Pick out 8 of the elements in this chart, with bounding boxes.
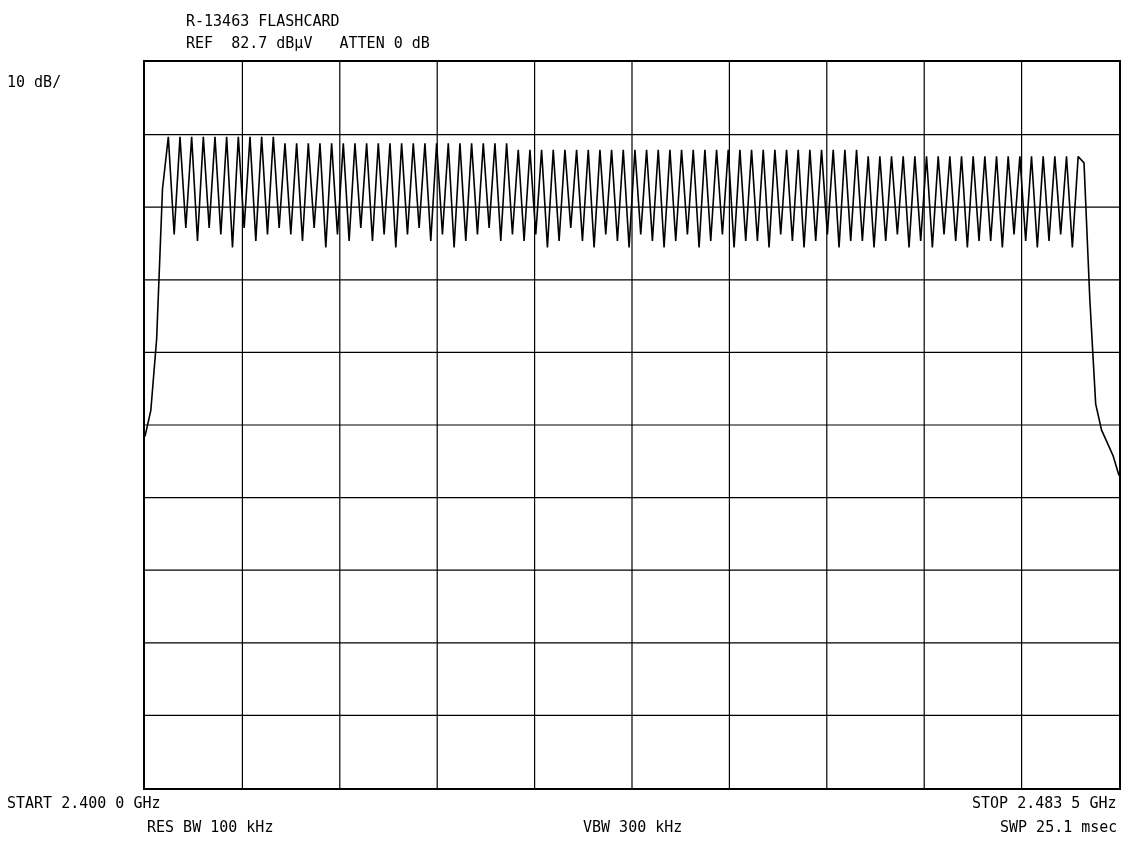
- text: 10 dB/: [7, 73, 62, 91]
- text: SWP 25.1 msec: [1000, 818, 1118, 836]
- chart-title: R-13463 FLASHCARD: [186, 12, 340, 30]
- text: VBW 300 kHz: [583, 818, 683, 836]
- chart-subtitle: REF 82.7 dBµV ATTEN 0 dB: [186, 34, 430, 52]
- text: STOP 2.483 5 GHz: [972, 794, 1117, 812]
- text: START 2.400 0 GHz: [7, 794, 161, 812]
- text: RES BW 100 kHz: [147, 818, 274, 836]
